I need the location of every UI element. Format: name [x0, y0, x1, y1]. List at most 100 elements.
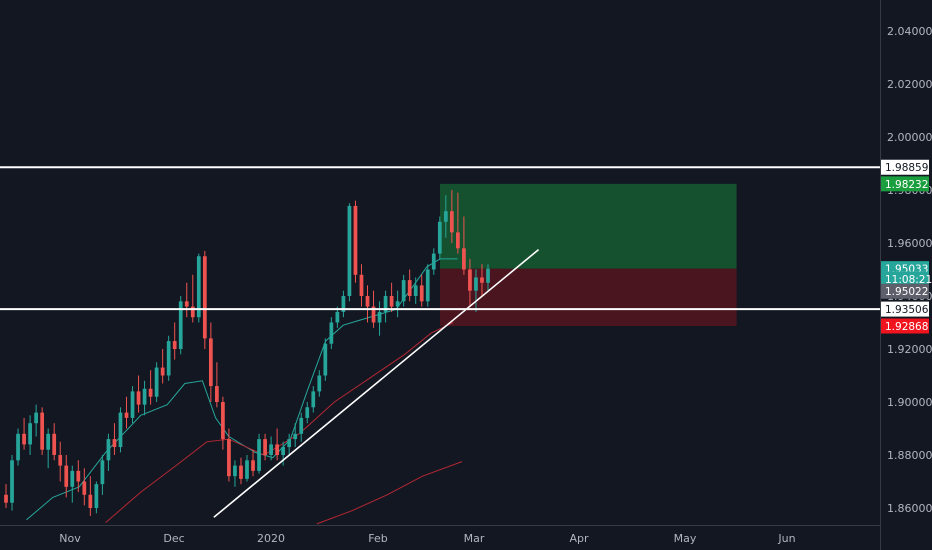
candle: [275, 428, 279, 461]
candle: [88, 476, 93, 516]
candle: [347, 203, 352, 302]
price-tag: 1.95022: [881, 283, 929, 299]
svg-text:11:08:21: 11:08:21: [885, 274, 932, 286]
candle: [148, 370, 153, 405]
candle: [377, 301, 382, 336]
x-tick-label: May: [674, 532, 697, 545]
candle: [462, 216, 466, 275]
candle: [34, 404, 38, 437]
price-tags: 1.988591.982321.9503311:08:211.950221.93…: [881, 159, 932, 334]
candle: [221, 396, 225, 450]
candle: [28, 415, 32, 455]
price-tag: 1.98232: [881, 176, 929, 192]
candle: [311, 386, 316, 413]
candles: [4, 190, 490, 516]
candle: [82, 468, 87, 506]
candle: [474, 269, 478, 312]
candle: [70, 465, 75, 503]
loss-zone[interactable]: [440, 268, 737, 326]
candle: [239, 457, 243, 485]
candle: [64, 455, 69, 498]
candle: [299, 412, 304, 442]
candle: [160, 349, 165, 384]
x-tick-label: Mar: [464, 532, 485, 545]
candle: [215, 362, 219, 408]
x-tick-label: Dec: [163, 532, 184, 545]
candle: [136, 375, 141, 413]
candle: [190, 274, 195, 323]
candle: [208, 322, 213, 402]
candle: [401, 274, 406, 307]
candle: [196, 253, 201, 323]
candle: [395, 290, 400, 318]
candle: [480, 264, 484, 296]
candle: [383, 290, 388, 323]
y-tick-label: 2.02000: [887, 78, 932, 91]
x-tick-label: Feb: [368, 532, 387, 545]
candle: [419, 274, 424, 307]
candle: [281, 441, 286, 466]
candle: [16, 428, 20, 466]
candle: [40, 407, 45, 455]
candle: [154, 362, 159, 402]
y-tick-label: 2.00000: [887, 131, 932, 144]
candle: [178, 296, 183, 355]
svg-text:1.98859: 1.98859: [885, 162, 928, 174]
y-tick-label: 1.88000: [887, 449, 932, 462]
candle: [227, 428, 231, 482]
candle: [10, 455, 14, 511]
candle: [202, 250, 207, 349]
candle: [365, 285, 370, 323]
candle: [437, 216, 442, 259]
moving-averages: [26, 258, 463, 525]
candle: [124, 396, 129, 429]
price-tag: 1.98859: [881, 159, 929, 175]
moving-average-line: [26, 258, 458, 521]
candle: [166, 335, 171, 381]
candle: [317, 370, 322, 397]
svg-text:1.92868: 1.92868: [885, 321, 928, 333]
candle: [353, 200, 358, 283]
candle: [22, 417, 26, 450]
candle: [257, 433, 261, 474]
candle: [106, 433, 111, 471]
candle: [4, 484, 8, 508]
candle: [305, 402, 310, 424]
candle: [118, 407, 123, 453]
x-tick-label: 2020: [257, 532, 285, 545]
candle: [293, 423, 298, 448]
price-tag: 1.93506: [881, 301, 929, 317]
drawn-lines[interactable]: [0, 166, 880, 518]
trend-line[interactable]: [213, 249, 540, 518]
candle: [468, 258, 472, 307]
candle: [245, 455, 249, 482]
time-axis[interactable]: Nov Dec 2020 Feb Mar Apr May Jun: [59, 532, 795, 545]
moving-average-line: [316, 461, 463, 525]
candle: [130, 386, 135, 424]
candle: [251, 449, 255, 477]
price-tag: 1.92868: [881, 318, 929, 334]
candle: [52, 423, 57, 461]
candle: [172, 322, 177, 360]
x-tick-label: Nov: [59, 532, 81, 545]
candle: [413, 277, 418, 304]
candle: [233, 460, 237, 487]
y-tick-label: 1.96000: [887, 237, 932, 250]
x-tick-label: Jun: [777, 532, 795, 545]
svg-text:1.95022: 1.95022: [885, 286, 928, 298]
svg-text:1.98232: 1.98232: [885, 179, 928, 191]
candle: [449, 190, 454, 243]
candle: [329, 317, 334, 349]
candle: [269, 436, 273, 461]
candle: [341, 290, 346, 318]
candle: [94, 481, 99, 514]
candle: [431, 248, 436, 275]
candle: [456, 192, 460, 254]
position-box[interactable]: [440, 183, 737, 326]
candle: [443, 195, 448, 238]
profit-zone[interactable]: [440, 183, 737, 269]
candle: [359, 264, 364, 307]
y-tick-label: 1.90000: [887, 396, 932, 409]
candle: [323, 338, 328, 381]
